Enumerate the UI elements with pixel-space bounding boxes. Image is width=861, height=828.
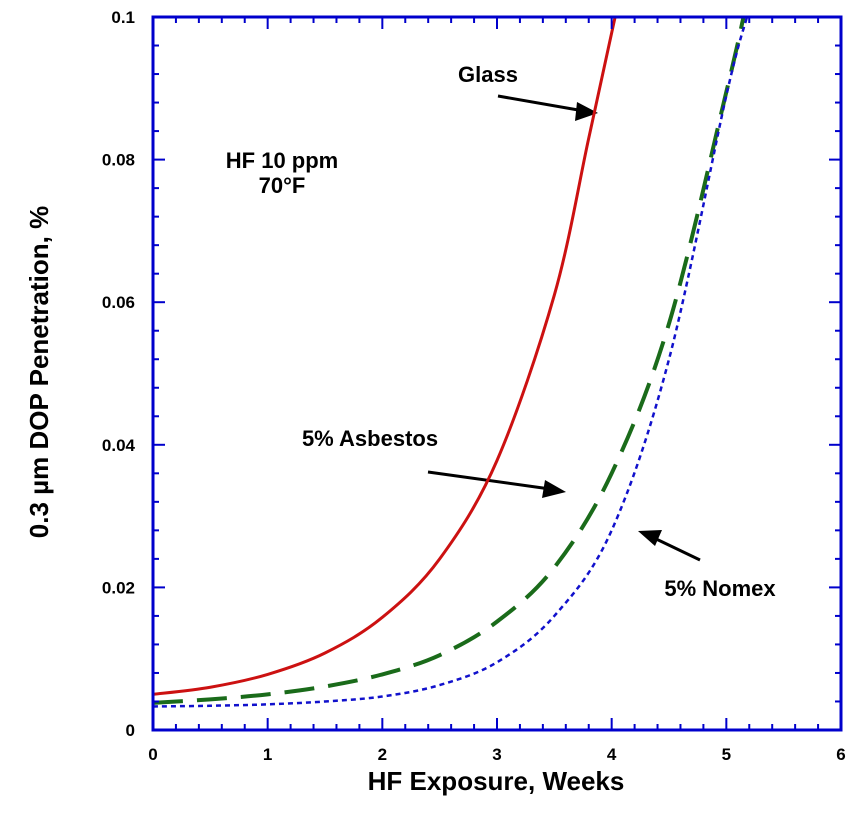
series-label-asbestos: 5% Asbestos bbox=[302, 426, 438, 451]
annotation-arrows bbox=[427, 94, 701, 562]
series-line-glass bbox=[153, 17, 617, 696]
series-label-nomex: 5% Nomex bbox=[664, 576, 776, 601]
y-tick-label: 0 bbox=[126, 721, 135, 740]
y-tick-label: 0.04 bbox=[102, 436, 136, 455]
x-tick-label: 0 bbox=[148, 745, 157, 764]
y-tick-label: 0.1 bbox=[111, 8, 135, 27]
y-tick-label: 0.08 bbox=[102, 151, 135, 170]
series-label-glass: Glass bbox=[458, 62, 518, 87]
plot-area: 0 1 2 3 4 5 6 0 0.02 0.04 0.06 0.08 0.1 bbox=[102, 8, 846, 764]
arrow-nomex bbox=[651, 535, 701, 562]
x-tick-label: 6 bbox=[836, 745, 845, 764]
y-axis-title: 0.3 µm DOP Penetration, % bbox=[24, 206, 54, 538]
x-tick-label: 4 bbox=[607, 745, 617, 764]
arrow-glass bbox=[497, 94, 585, 113]
y-tick-label: 0.06 bbox=[102, 293, 135, 312]
arrow-asbestos-head bbox=[542, 480, 566, 498]
x-axis-title: HF Exposure, Weeks bbox=[368, 766, 625, 796]
x-tick-label: 1 bbox=[263, 745, 272, 764]
conditions-line-1: HF 10 ppm bbox=[226, 148, 338, 173]
arrow-nomex-head bbox=[638, 530, 662, 546]
x-tick-label: 5 bbox=[722, 745, 731, 764]
x-tick-label: 2 bbox=[378, 745, 387, 764]
conditions-line-2: 70°F bbox=[259, 173, 306, 198]
y-tick-label: 0.02 bbox=[102, 578, 135, 597]
series-line-5-asbestos bbox=[153, 17, 746, 705]
x-tick-label: 3 bbox=[492, 745, 501, 764]
series-line-5-nomex bbox=[153, 17, 749, 708]
arrow-glass-head bbox=[575, 102, 598, 121]
